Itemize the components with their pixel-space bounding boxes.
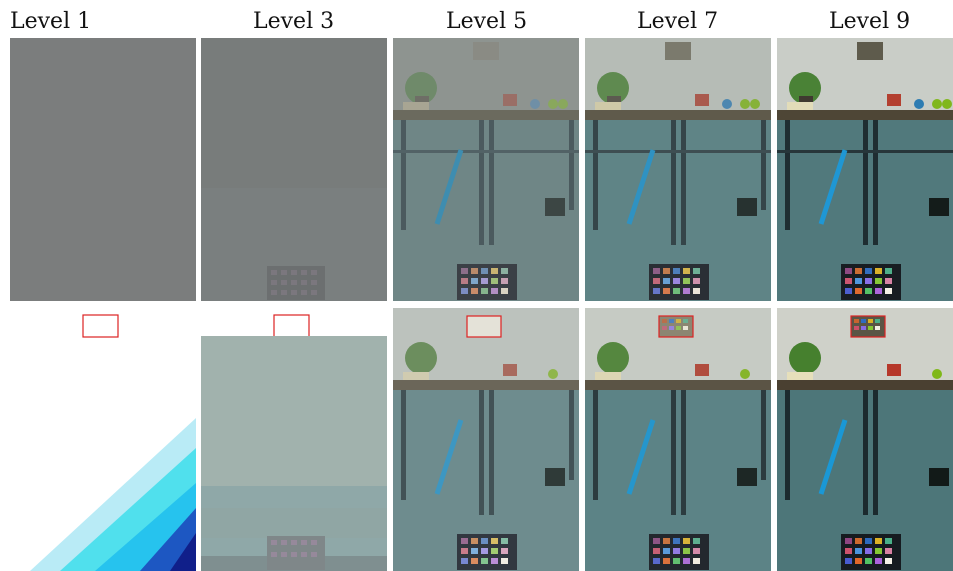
column-label-level-1: Level 1	[10, 9, 92, 34]
photo-level-5-top	[393, 38, 579, 301]
roi-box	[850, 315, 886, 338]
photo-level-7-top	[585, 38, 771, 301]
photo-level-3-bottom	[201, 308, 387, 571]
roi-box	[658, 315, 694, 338]
column-label-level-9: Level 9	[829, 9, 911, 34]
photo-level-5-bottom	[393, 308, 579, 571]
column-label-level-7: Level 7	[637, 9, 719, 34]
roi-box	[466, 315, 502, 338]
column-label-level-5: Level 5	[446, 9, 528, 34]
photo-level-1-bottom	[10, 308, 196, 571]
photo-level-3-top	[201, 38, 387, 301]
photo-level-9-bottom	[777, 308, 953, 571]
photo-level-9-top	[777, 38, 953, 301]
photo-level-7-bottom	[585, 308, 771, 571]
photo-level-1-top	[10, 38, 196, 301]
column-label-level-3: Level 3	[253, 9, 335, 34]
roi-box	[82, 314, 119, 338]
